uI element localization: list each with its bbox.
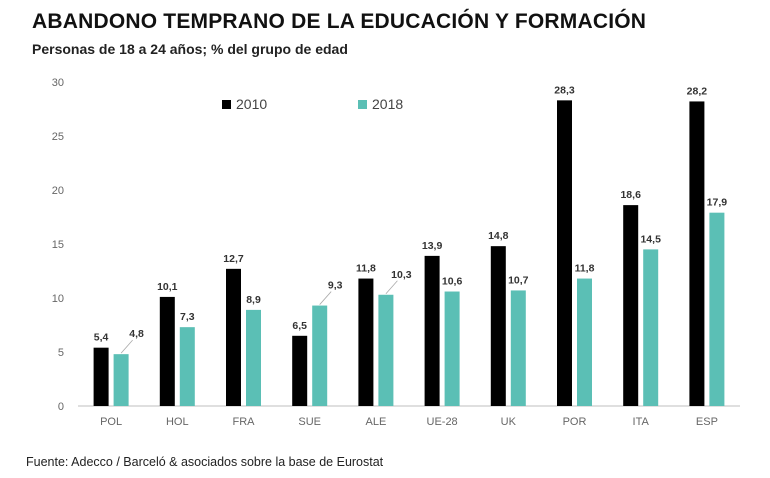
- data-label: 14,5: [640, 233, 661, 245]
- source-note: Fuente: Adecco / Barceló & asociados sob…: [26, 455, 384, 469]
- data-label: 14,8: [488, 230, 509, 242]
- bar-2010-por: [557, 100, 572, 407]
- label-leader-line: [385, 280, 398, 295]
- bar-2010-uk: [490, 246, 506, 406]
- y-tick-label: 5: [58, 347, 64, 359]
- x-tick-label: HOL: [166, 416, 189, 428]
- legend-label-2018: 2018: [372, 96, 403, 112]
- bar-2010-esp: [689, 101, 705, 406]
- bar-2018-fra: [246, 309, 261, 406]
- x-tick-label: UK: [501, 416, 517, 428]
- bar-2010-ale: [358, 278, 374, 406]
- data-label: 13,9: [422, 240, 443, 252]
- bar-2010-ita: [623, 205, 639, 406]
- bar-2018-ita: [643, 249, 659, 406]
- bar-2018-ue-28: [444, 291, 460, 406]
- data-label: 6,5: [292, 320, 307, 332]
- label-leader-line: [120, 339, 133, 354]
- chart-title: ABANDONO TEMPRANO DE LA EDUCACIÓN Y FORM…: [32, 10, 647, 33]
- x-tick-label: POR: [563, 416, 587, 428]
- legend-swatch-2018: [358, 100, 367, 109]
- data-label: 11,8: [356, 263, 376, 275]
- bar-2018-hol: [179, 327, 195, 406]
- data-label: 4,8: [129, 328, 144, 340]
- bar-2018-sue: [312, 305, 328, 406]
- x-tick-label: FRA: [233, 416, 256, 428]
- y-tick-label: 30: [52, 77, 64, 89]
- bar-2010-ue-28: [424, 255, 440, 406]
- data-label: 11,8: [575, 263, 595, 275]
- y-tick-label: 10: [52, 293, 64, 305]
- x-tick-label: SUE: [298, 416, 321, 428]
- legend-label-2010: 2010: [236, 96, 267, 112]
- data-label: 7,3: [180, 311, 195, 323]
- y-tick-label: 25: [52, 131, 64, 143]
- bar-2010-hol: [159, 296, 175, 406]
- data-label: 28,2: [687, 85, 708, 97]
- y-tick-label: 15: [52, 239, 64, 251]
- data-label: 10,1: [157, 281, 178, 293]
- bar-2018-ale: [378, 294, 394, 406]
- data-label: 9,3: [328, 280, 343, 292]
- bar-2010-pol: [93, 347, 109, 406]
- data-label: 18,6: [620, 189, 641, 201]
- bar-2018-esp: [709, 212, 725, 406]
- y-tick-label: 20: [52, 185, 64, 197]
- x-tick-label: ITA: [633, 416, 650, 428]
- x-tick-label: ESP: [696, 416, 718, 428]
- data-label: 10,6: [442, 276, 463, 288]
- x-tick-label: POL: [100, 416, 122, 428]
- data-label: 5,4: [94, 332, 109, 344]
- bar-2018-pol: [113, 354, 129, 406]
- label-leader-line: [319, 291, 332, 305]
- data-label: 10,3: [391, 269, 412, 281]
- bar-2018-uk: [510, 290, 526, 406]
- chart-subtitle: Personas de 18 a 24 años; % del grupo de…: [32, 41, 348, 57]
- bar-2010-sue: [292, 335, 308, 406]
- data-label: 10,7: [508, 274, 529, 286]
- data-label: 28,3: [554, 84, 575, 96]
- bar-2010-fra: [226, 268, 241, 406]
- bar-2018-por: [577, 278, 592, 406]
- data-label: 12,7: [223, 253, 244, 265]
- data-label: 17,9: [707, 197, 728, 209]
- y-tick-label: 0: [58, 401, 64, 413]
- x-tick-label: UE-28: [427, 416, 458, 428]
- legend-swatch-2010: [222, 100, 231, 109]
- x-tick-label: ALE: [366, 416, 387, 428]
- data-label: 8,9: [246, 294, 261, 306]
